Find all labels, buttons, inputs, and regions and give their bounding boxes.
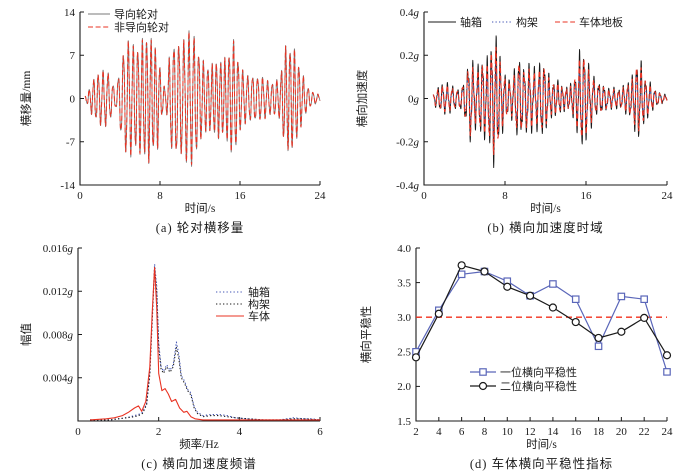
svg-text:-0.2g: -0.2g xyxy=(396,137,419,149)
svg-text:0g: 0g xyxy=(408,93,420,105)
svg-text:频率/Hz: 频率/Hz xyxy=(179,437,219,450)
svg-text:二位横向平稳性: 二位横向平稳性 xyxy=(500,379,577,393)
panel-a-wheelset-displacement: 14 7 0 -7 -14 0 8 16 24 时间/s 横移量/mm 导向轮对 非导向轮对 (a) 轮… xyxy=(0,0,350,236)
svg-text:横向加速度: 横向加速度 xyxy=(355,69,369,127)
chart-b-lateral-acceleration-time-domain: 0.4g 0.2g 0g -0.2g -0.4g0 8 16 24 时间/s 横向加速度 轴箱 构架 车… xyxy=(355,7,674,214)
caption-c: (c) 横向加速度频谱 xyxy=(141,457,257,471)
svg-text:12: 12 xyxy=(525,426,536,438)
svg-text:幅值: 幅值 xyxy=(20,323,33,346)
panel-b-lateral-acceleration-time: 0.4g 0.2g 0g -0.2g -0.4g 0 8 16 24 时间/s 横向加速度 轴箱 构架 车… xyxy=(350,0,700,236)
svg-text:时间/s: 时间/s xyxy=(530,202,561,214)
svg-text:轴箱: 轴箱 xyxy=(248,285,270,299)
svg-text:-14: -14 xyxy=(60,180,75,192)
svg-text:1.5: 1.5 xyxy=(397,416,411,428)
svg-text:3.5: 3.5 xyxy=(397,277,411,289)
svg-text:22: 22 xyxy=(639,426,650,438)
svg-text:7: 7 xyxy=(70,50,76,62)
svg-text:2.0: 2.0 xyxy=(397,381,411,393)
svg-text:0.2g: 0.2g xyxy=(400,50,420,62)
svg-text:8: 8 xyxy=(482,426,488,438)
svg-text:横向平稳性: 横向平稳性 xyxy=(359,306,373,364)
svg-text:构架: 构架 xyxy=(516,15,538,29)
svg-text:车体: 车体 xyxy=(248,309,270,323)
svg-text:10: 10 xyxy=(502,426,514,438)
caption-a: (a) 轮对横移量 xyxy=(155,221,245,235)
panel-d-ride-stability-index: 4.0 3.5 3.0 2.5 2.0 1.5 2 4 6 8 10 12 14 16 18 20 22 24 时间… xyxy=(350,236,700,472)
svg-text:14: 14 xyxy=(64,7,76,19)
svg-text:4: 4 xyxy=(436,426,442,438)
svg-text:16: 16 xyxy=(581,190,593,202)
svg-text:横移量/mm: 横移量/mm xyxy=(19,71,33,127)
svg-text:2: 2 xyxy=(156,426,162,438)
chart-c-lateral-acceleration-spectrum: 0.016g 0.012g 0.008g 0.004g 0 2 4 6 频率/Hz 幅值 轴箱构架车… xyxy=(20,243,323,450)
svg-text:16: 16 xyxy=(570,426,582,438)
svg-text:2.5: 2.5 xyxy=(397,347,411,359)
caption-b: (b) 横向加速度时域 xyxy=(487,221,604,235)
svg-text:0: 0 xyxy=(421,190,427,202)
svg-text:0: 0 xyxy=(70,93,76,105)
svg-text:2: 2 xyxy=(413,426,419,438)
panel-c-acceleration-spectrum: 0.016g 0.012g 0.008g 0.004g 0 2 4 6 频率/Hz 幅值 轴箱 构架车… xyxy=(0,236,350,472)
svg-text:3.0: 3.0 xyxy=(397,312,411,324)
svg-text:时间/s: 时间/s xyxy=(526,438,557,450)
chart-d-lateral-ride-stability-index: 4.03.53.02.52.01.52 4 6 8 10 12 14 16 18 20 22 24时间… xyxy=(359,243,674,450)
svg-text:0.016g: 0.016g xyxy=(43,243,74,255)
svg-text:非导向轮对: 非导向轮对 xyxy=(114,20,169,34)
svg-text:20: 20 xyxy=(616,426,628,438)
svg-text:24: 24 xyxy=(662,190,674,202)
svg-text:4: 4 xyxy=(237,426,243,438)
svg-text:8: 8 xyxy=(157,190,163,202)
svg-text:0.4g: 0.4g xyxy=(400,7,420,19)
svg-text:16: 16 xyxy=(235,190,247,202)
svg-text:0.008g: 0.008g xyxy=(43,329,74,341)
svg-text:24: 24 xyxy=(315,190,327,202)
svg-text:0: 0 xyxy=(77,190,83,202)
svg-text:4.0: 4.0 xyxy=(397,243,411,255)
svg-text:8: 8 xyxy=(502,190,508,202)
svg-text:6: 6 xyxy=(317,426,323,438)
svg-text:0.012g: 0.012g xyxy=(43,286,74,298)
svg-text:车体地板: 车体地板 xyxy=(579,15,623,29)
svg-text:-0.4g: -0.4g xyxy=(396,180,419,192)
svg-text:0: 0 xyxy=(75,426,81,438)
svg-text:导向轮对: 导向轮对 xyxy=(114,7,158,21)
caption-d: (d) 车体横向平稳性指标 xyxy=(469,457,614,471)
svg-text:18: 18 xyxy=(593,426,605,438)
svg-text:时间/s: 时间/s xyxy=(185,202,216,214)
svg-text:构架: 构架 xyxy=(248,297,270,311)
svg-text:0.004g: 0.004g xyxy=(43,373,74,385)
svg-text:6: 6 xyxy=(459,426,465,438)
svg-text:一位横向平稳性: 一位横向平稳性 xyxy=(500,365,577,379)
svg-text:24: 24 xyxy=(662,426,674,438)
svg-text:-7: -7 xyxy=(66,137,76,149)
svg-text:14: 14 xyxy=(547,426,559,438)
svg-text:轴箱: 轴箱 xyxy=(460,15,482,29)
